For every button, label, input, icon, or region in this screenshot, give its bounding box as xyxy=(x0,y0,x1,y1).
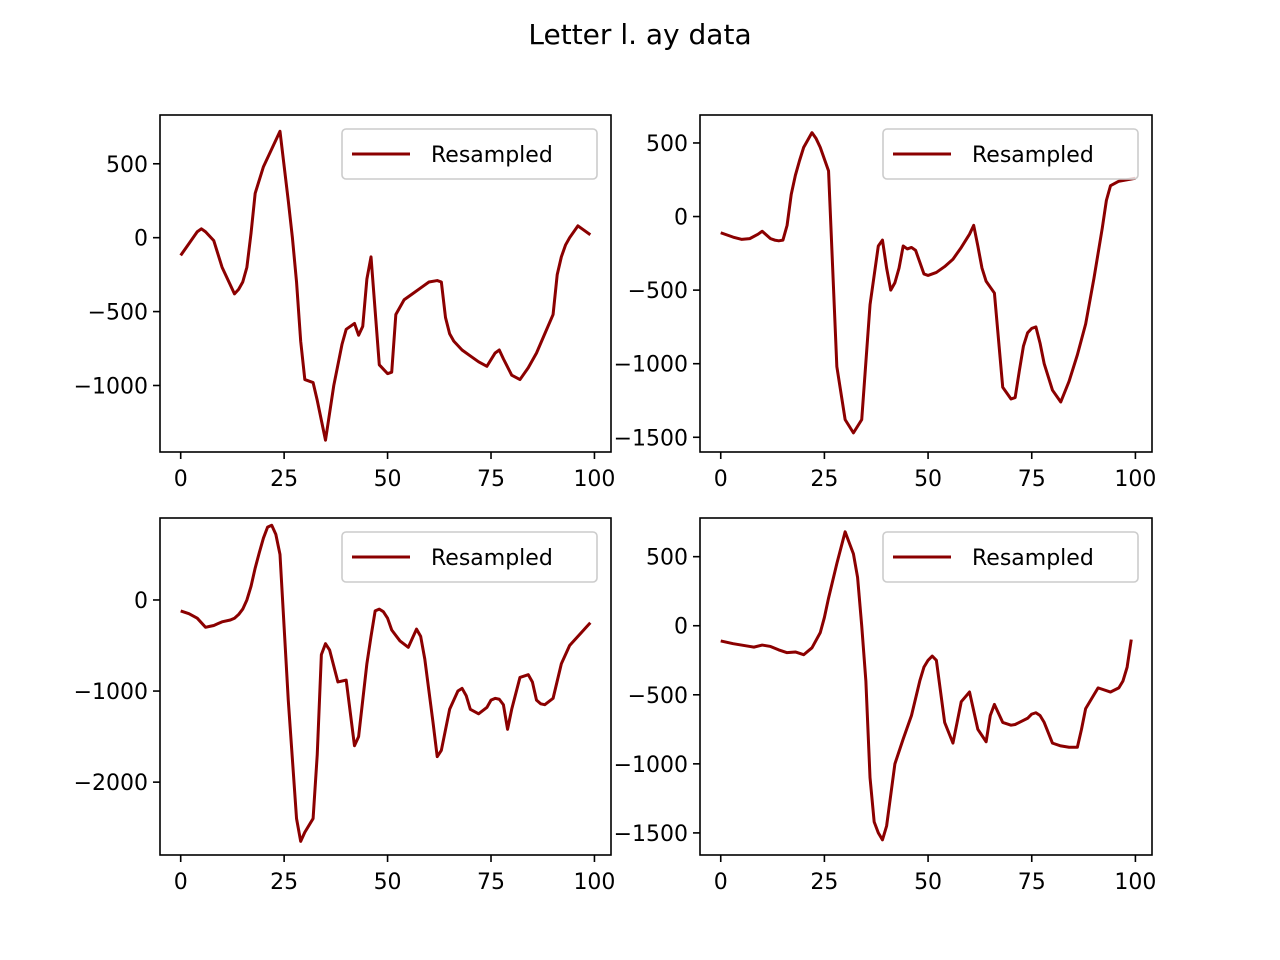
x-tick-label: 0 xyxy=(174,467,188,492)
legend-label: Resampled xyxy=(972,143,1094,168)
legend: Resampled xyxy=(341,531,598,583)
x-tick-label: 50 xyxy=(374,467,402,492)
series-line-1 xyxy=(180,523,592,843)
y-tick-label: −1000 xyxy=(74,374,148,399)
series-line-1 xyxy=(720,131,1136,435)
legend-box xyxy=(341,128,598,180)
legend: Resampled xyxy=(341,128,598,180)
x-tick-label: 75 xyxy=(477,467,505,492)
y-tick-label: 0 xyxy=(134,227,148,252)
y-tick-label: −500 xyxy=(628,684,688,709)
x-tick-label: 50 xyxy=(914,870,942,895)
y-tick-label: 500 xyxy=(646,546,688,571)
y-tick-label: −500 xyxy=(628,279,688,304)
legend-box xyxy=(882,128,1139,180)
x-tick-label: 0 xyxy=(714,870,728,895)
legend-label: Resampled xyxy=(431,546,553,571)
x-tick-label: 75 xyxy=(1018,870,1046,895)
subplot-3: 0 25 50 75 100 0 −1000 −2000 Resampled xyxy=(74,517,615,895)
y-tick-label: 0 xyxy=(674,615,688,640)
y-tick-label: 500 xyxy=(106,153,148,178)
y-tick-label: −2000 xyxy=(74,771,148,796)
legend-box xyxy=(341,531,598,583)
x-tick-label: 100 xyxy=(573,467,615,492)
x-tick-label: 25 xyxy=(270,870,298,895)
y-tick-label: −1500 xyxy=(614,426,688,451)
x-tick-label: 25 xyxy=(270,467,298,492)
x-tick-label: 75 xyxy=(1018,467,1046,492)
x-tick-label: 50 xyxy=(914,467,942,492)
y-tick-label: 500 xyxy=(646,132,688,157)
x-tick-label: 75 xyxy=(477,870,505,895)
y-tick-label: −1000 xyxy=(614,753,688,778)
x-tick-label: 25 xyxy=(810,870,838,895)
axes-frame xyxy=(159,114,612,453)
x-tick-label: 0 xyxy=(174,870,188,895)
figure-title: Letter l. ay data xyxy=(528,18,751,51)
series-line-1 xyxy=(720,530,1133,842)
y-tick-label: −1000 xyxy=(74,680,148,705)
subplot-4: 0 25 50 75 100 500 0 −500 −1000 −1500 Resampled xyxy=(614,517,1156,895)
y-tick-label: 0 xyxy=(674,206,688,231)
legend-label: Resampled xyxy=(431,143,553,168)
x-tick-label: 100 xyxy=(573,870,615,895)
x-tick-label: 100 xyxy=(1114,870,1156,895)
legend: Resampled xyxy=(882,531,1139,583)
series-line-1 xyxy=(179,129,592,442)
x-tick-label: 25 xyxy=(810,467,838,492)
legend: Resampled xyxy=(882,128,1139,180)
axes-frame xyxy=(159,517,612,856)
subplot-1: 0 25 50 75 100 500 0 −500 −1000 Resampled xyxy=(74,114,615,492)
legend-label: Resampled xyxy=(972,546,1094,571)
axes-frame xyxy=(699,114,1153,453)
y-tick-label: −1000 xyxy=(614,353,688,378)
axes-frame xyxy=(699,517,1153,856)
legend-box xyxy=(882,531,1139,583)
y-tick-label: −1500 xyxy=(614,822,688,847)
y-tick-label: 0 xyxy=(134,589,148,614)
subplot-2: 0 25 50 75 100 500 0 −500 −1000 −1500 Resampled xyxy=(614,114,1156,492)
x-tick-label: 50 xyxy=(374,870,402,895)
x-tick-label: 0 xyxy=(714,467,728,492)
y-tick-label: −500 xyxy=(88,301,148,326)
x-tick-label: 100 xyxy=(1114,467,1156,492)
